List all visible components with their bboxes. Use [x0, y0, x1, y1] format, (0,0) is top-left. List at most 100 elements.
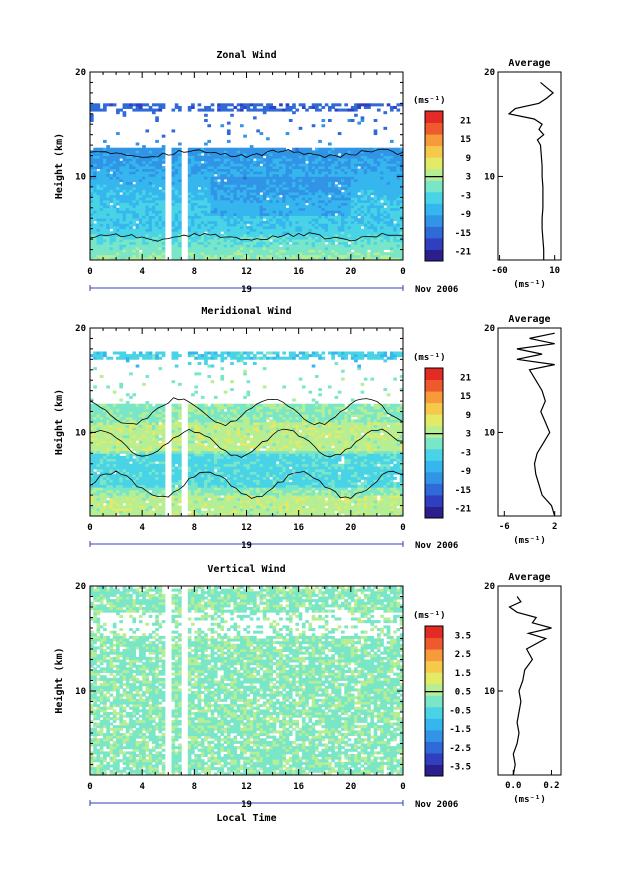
heatmap-cell [145, 252, 150, 256]
heatmap-cell [399, 202, 404, 206]
heatmap-cell [367, 194, 371, 198]
heatmap-cell [269, 192, 273, 196]
heatmap-cell [161, 197, 166, 201]
heatmap-cell [112, 429, 117, 433]
heatmap-cell [125, 427, 130, 431]
heatmap-cell [132, 194, 137, 198]
heatmap-cell [155, 171, 159, 175]
zero-contour [89, 148, 404, 158]
heatmap-cell [341, 244, 345, 248]
heatmap-cell [334, 158, 339, 162]
heatmap-cell [93, 471, 97, 475]
heatmap-cell [350, 210, 355, 214]
heatmap-cell [236, 186, 241, 190]
heatmap-cell [191, 147, 195, 151]
heatmap-cell [103, 173, 107, 177]
heatmap-cell [321, 168, 326, 172]
heatmap-cell [360, 194, 365, 198]
heatmap-cell [122, 199, 127, 203]
heatmap-cell [399, 249, 404, 253]
heatmap-cell [331, 184, 335, 188]
heatmap-cell [99, 197, 104, 201]
heatmap-cell [174, 218, 179, 222]
heatmap-cell [138, 252, 143, 256]
heatmap-cell [233, 207, 238, 211]
heatmap-cell [217, 202, 221, 206]
heatmap-cell [99, 427, 104, 431]
heatmap-cell [239, 210, 244, 214]
profile-line [507, 81, 555, 260]
heatmap-cell [112, 249, 117, 253]
heatmap-cell [135, 448, 140, 452]
heatmap-cell [132, 160, 137, 164]
heatmap-cell [99, 186, 104, 190]
heatmap-cell [119, 356, 123, 360]
heatmap-cell [318, 184, 322, 188]
heatmap-cell [90, 463, 94, 467]
heatmap-cell [103, 453, 107, 457]
heatmap-cell [337, 244, 342, 248]
heatmap-cell [262, 192, 267, 196]
heatmap-cell [226, 176, 231, 180]
heatmap-cell [204, 186, 208, 190]
heatmap-cell [262, 168, 267, 172]
heatmap-cell [191, 171, 195, 175]
heatmap-cell [210, 244, 215, 248]
heatmap-cell [171, 231, 176, 235]
heatmap-cell [220, 155, 225, 159]
heatmap-cell [226, 228, 231, 232]
heatmap-cell [380, 254, 384, 258]
heatmap-cell [380, 163, 384, 167]
heatmap-cell [132, 186, 137, 190]
heatmap-cell [138, 474, 143, 478]
heatmap-cell [129, 432, 133, 436]
heatmap-cell [197, 246, 202, 250]
heatmap-cell [103, 414, 107, 418]
heatmap-cell [213, 228, 218, 232]
heatmap-cell [135, 356, 140, 360]
heatmap-cell [200, 257, 205, 261]
heatmap-cell [269, 150, 273, 154]
heatmap-cell [311, 241, 316, 245]
heatmap-cell [103, 476, 107, 480]
heatmap-cell [380, 192, 384, 196]
heatmap-cell [125, 513, 130, 517]
heatmap-cell [103, 192, 107, 196]
heatmap-cell [116, 429, 120, 433]
heatmap-cell [324, 171, 329, 175]
heatmap-cell [321, 158, 326, 162]
heatmap-cell [161, 166, 166, 170]
heatmap-cell [122, 487, 127, 491]
heatmap-cell [116, 453, 120, 457]
heatmap-cell [246, 103, 251, 107]
heatmap-cell [357, 199, 362, 203]
heatmap-cell [298, 147, 303, 151]
heatmap-cell [318, 249, 322, 253]
heatmap-cell [367, 152, 371, 156]
heatmap-cell [178, 246, 182, 250]
heatmap-cell [334, 108, 339, 112]
heatmap-cell [129, 476, 133, 480]
heatmap-cell [125, 484, 130, 488]
heatmap-cell [158, 241, 163, 245]
heatmap-cell [380, 249, 384, 253]
heatmap-cell [370, 207, 375, 211]
heatmap-cell [155, 252, 159, 256]
heatmap-cell [292, 241, 296, 245]
heatmap-cell [122, 416, 127, 420]
heatmap-cell [194, 194, 198, 198]
heatmap-cell [93, 176, 97, 180]
heatmap-cell [305, 226, 309, 230]
heatmap-cell [347, 252, 352, 256]
heatmap-cell [295, 231, 300, 235]
heatmap-cell [321, 218, 326, 222]
heatmap-cell [301, 226, 306, 230]
heatmap-cell [119, 450, 123, 454]
heatmap-cell [103, 244, 107, 248]
heatmap-cell [226, 189, 231, 193]
heatmap-cell [328, 105, 332, 109]
heatmap-cell [308, 215, 313, 219]
heatmap-cell [93, 215, 97, 219]
heatmap-cell [383, 257, 388, 261]
heatmap-cell [249, 179, 254, 183]
